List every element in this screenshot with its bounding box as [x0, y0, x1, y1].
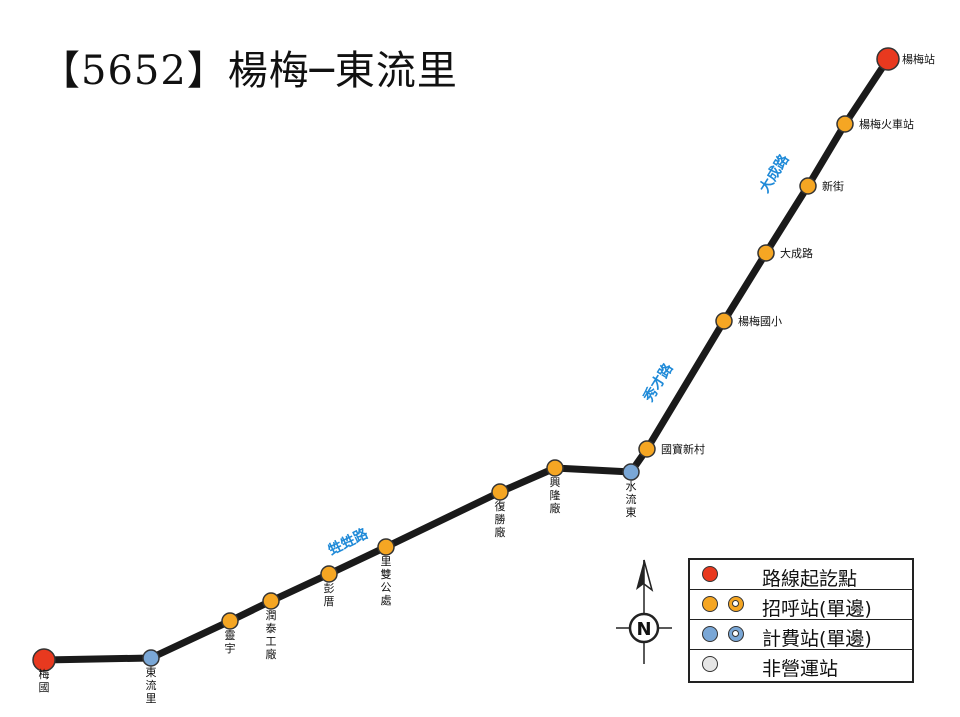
stop-marker-flag-stop: [491, 483, 509, 501]
stop-marker-flag-stop: [715, 312, 733, 330]
flag-stop-symbol-icon: [702, 596, 718, 612]
stop-label: 彭厝: [324, 581, 335, 608]
non-operating-symbol-icon: [702, 656, 718, 672]
stop-marker-terminal: [32, 648, 56, 672]
legend-label: 非營運站: [762, 658, 839, 680]
stop-label: 水流東: [626, 480, 637, 519]
stop-label: 新街: [822, 179, 844, 193]
flag-stop-ring-symbol-icon: [728, 596, 744, 612]
legend-label: 路線起訖點: [762, 568, 858, 590]
stop-label: 楊梅站: [902, 52, 935, 66]
stop-marker-flag-stop: [546, 459, 564, 477]
road-label: 大成路: [756, 150, 793, 195]
stop-marker-terminal: [876, 47, 900, 71]
stop-marker-flag-stop: [638, 440, 656, 458]
legend-row-fare-stop: 計費站(單邊): [690, 620, 912, 650]
stop-marker-flag-stop: [757, 244, 775, 262]
stop-marker-fare-stop: [142, 649, 160, 667]
road-label: 秀才路: [639, 359, 677, 405]
legend: 路線起訖點 招呼站(單邊) 計費站(單邊) 非營運站: [688, 558, 914, 683]
terminal-symbol-icon: [702, 566, 718, 582]
stop-marker-flag-stop: [262, 592, 280, 610]
north-arrow-icon: N: [612, 556, 676, 668]
stop-marker-flag-stop: [221, 612, 239, 630]
legend-row-terminal: 路線起訖點: [690, 560, 912, 590]
legend-row-non-operating: 非營運站: [690, 650, 912, 680]
stop-label: 復勝廠: [495, 500, 506, 539]
stop-marker-flag-stop: [799, 177, 817, 195]
map-title: 【5652】楊梅─東流里: [40, 48, 458, 94]
stop-label: 國寶新村: [661, 442, 705, 456]
stop-label: 東流里: [146, 666, 157, 705]
stop-label: 靈宇: [225, 629, 236, 655]
stop-label: 興隆廠: [550, 476, 561, 515]
fare-stop-symbol-icon: [702, 626, 718, 642]
stop-marker-flag-stop: [377, 538, 395, 556]
legend-label: 招呼站(單邊): [762, 598, 872, 620]
legend-row-flag-stop: 招呼站(單邊): [690, 590, 912, 620]
stop-label: 楊梅火車站: [859, 117, 914, 131]
fare-stop-ring-symbol-icon: [728, 626, 744, 642]
compass-label: N: [636, 619, 651, 640]
stop-label: 梅國: [39, 667, 50, 694]
stop-label: 楊梅國小: [738, 314, 782, 328]
legend-label: 計費站(單邊): [762, 628, 872, 650]
stop-label: 大成路: [780, 246, 813, 260]
stop-label: 潤泰工廠: [266, 609, 277, 661]
stop-label: 里雙公處: [381, 555, 392, 607]
stop-marker-flag-stop: [836, 115, 854, 133]
stop-marker-fare-stop: [622, 463, 640, 481]
stop-marker-flag-stop: [320, 565, 338, 583]
